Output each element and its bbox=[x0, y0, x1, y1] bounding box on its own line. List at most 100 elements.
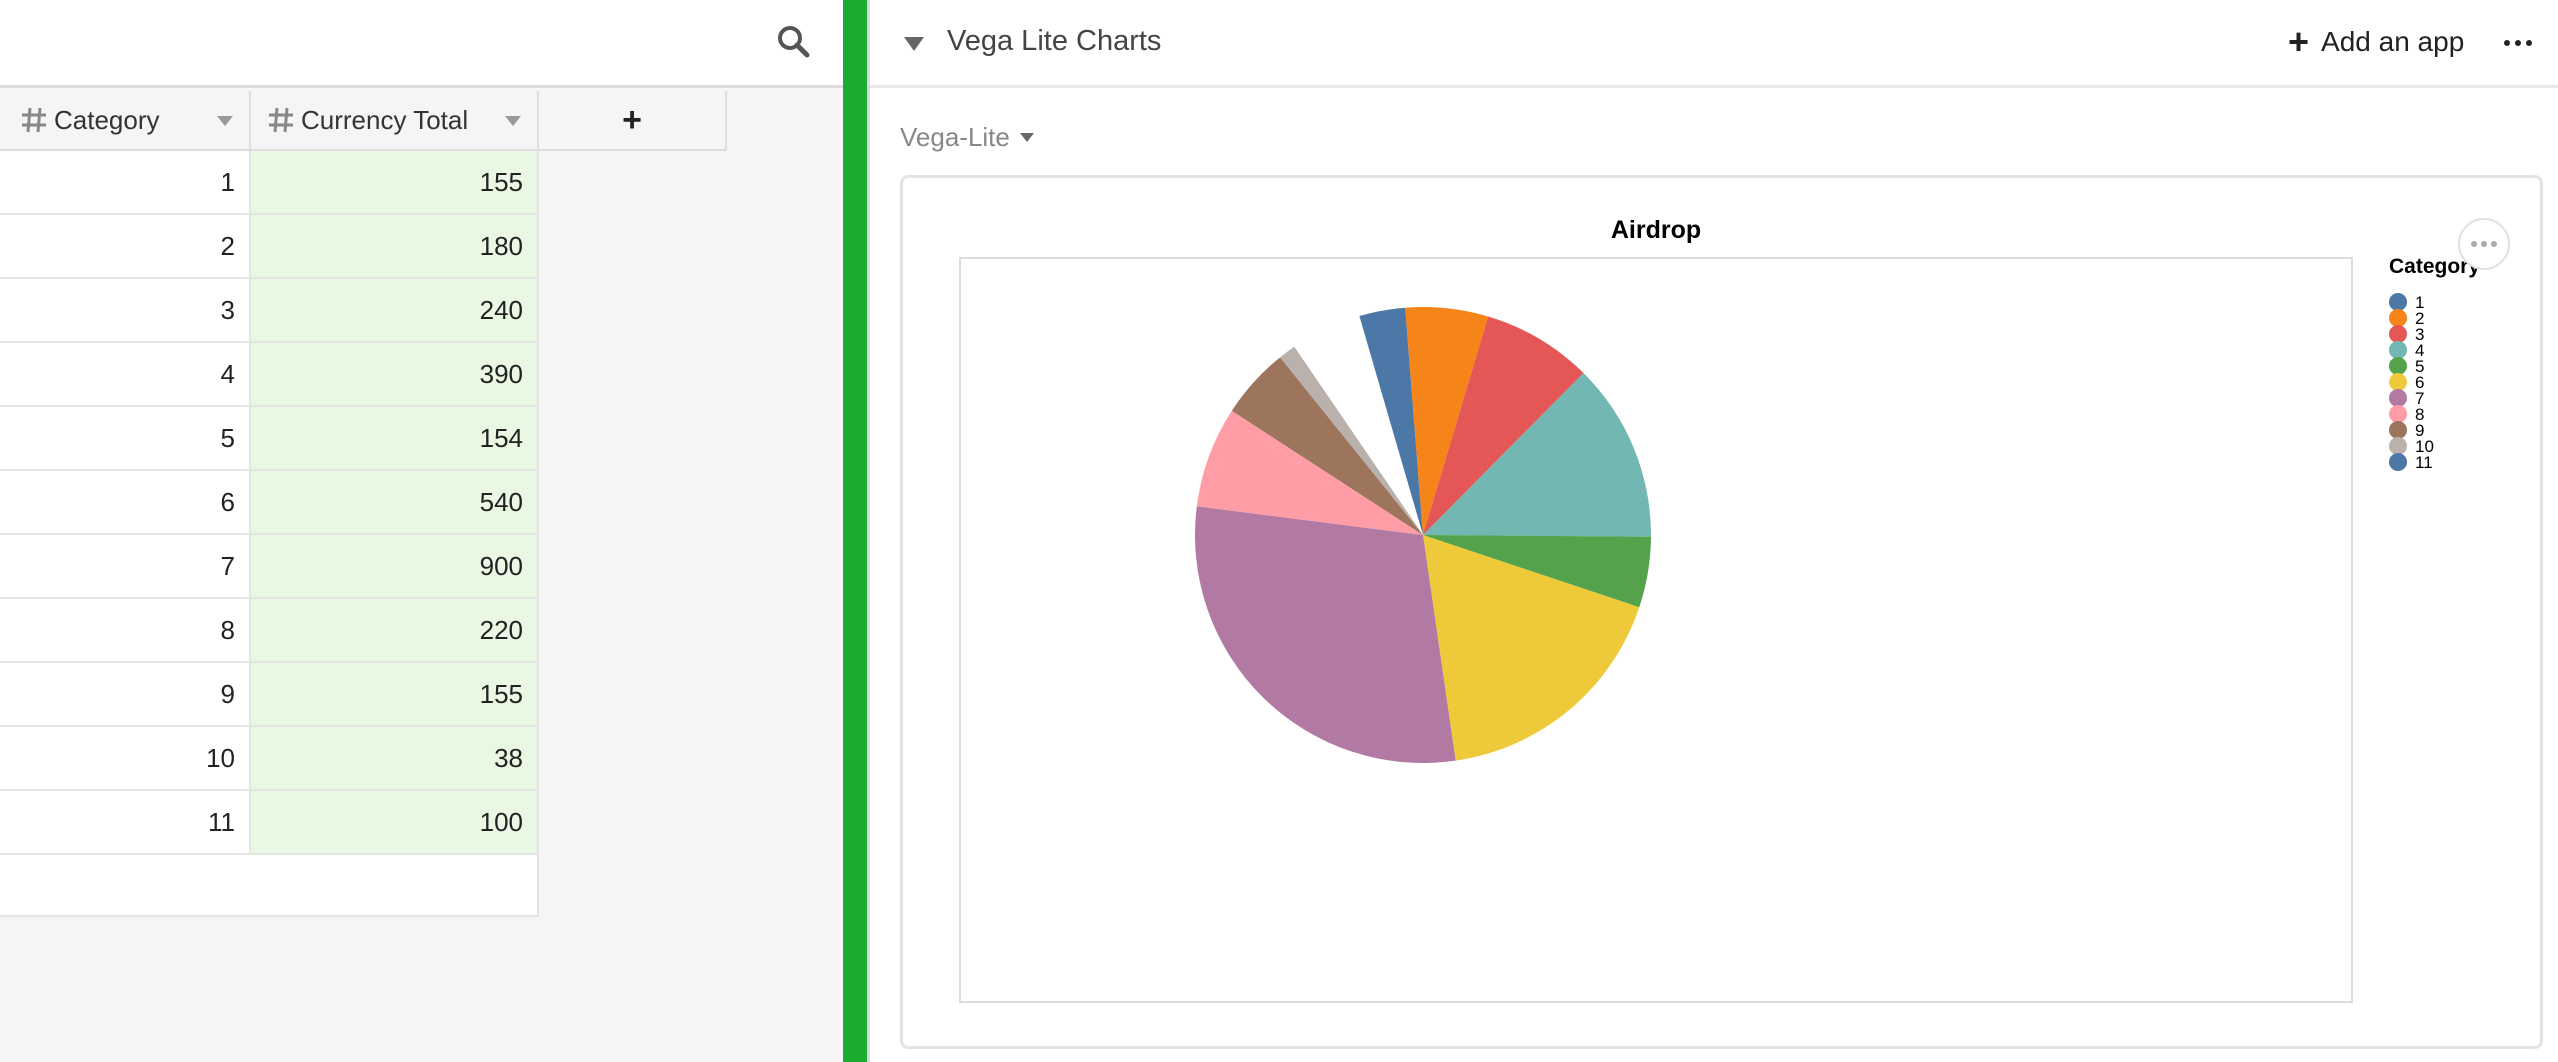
hash-icon bbox=[14, 106, 54, 134]
app-type-label: Vega-Lite bbox=[900, 122, 1010, 152]
cell-currency-total[interactable]: 900 bbox=[251, 535, 539, 597]
legend-label: 5 bbox=[2415, 357, 2424, 376]
legend-swatch bbox=[2389, 325, 2407, 343]
cell-currency-total[interactable]: 240 bbox=[251, 279, 539, 341]
cell-currency-total[interactable]: 220 bbox=[251, 599, 539, 661]
grid-toolbar bbox=[0, 0, 843, 88]
pie-slice-8 bbox=[1196, 410, 1423, 535]
pane-resize-handle[interactable] bbox=[843, 0, 867, 1062]
legend-label: 8 bbox=[2415, 405, 2424, 424]
legend-swatch bbox=[2389, 453, 2407, 471]
add-field-button[interactable]: + bbox=[539, 91, 727, 149]
add-row-area[interactable] bbox=[0, 855, 539, 917]
pie-slice-5 bbox=[1423, 535, 1651, 608]
table-row[interactable]: 9 155 bbox=[0, 663, 539, 727]
pie-slice-10 bbox=[1280, 346, 1423, 535]
legend-swatch bbox=[2389, 373, 2407, 391]
legend-swatch bbox=[2389, 421, 2407, 439]
legend-label: 4 bbox=[2415, 341, 2424, 360]
dot-icon bbox=[2471, 241, 2477, 247]
cell-category[interactable]: 7 bbox=[0, 535, 251, 597]
legend-label: 9 bbox=[2415, 421, 2424, 440]
table-row[interactable]: 4 390 bbox=[0, 343, 539, 407]
table-row[interactable]: 3 240 bbox=[0, 279, 539, 343]
add-app-label: Add an app bbox=[2321, 26, 2465, 57]
cell-currency-total[interactable]: 155 bbox=[251, 151, 539, 213]
grid-pane: Category Currency Total + 1 155 2 180 3 240 4 3… bbox=[0, 0, 843, 1062]
legend-swatch bbox=[2389, 293, 2407, 311]
chart-plot-frame bbox=[959, 257, 2353, 1003]
app-type-selector[interactable]: Vega-Lite bbox=[900, 122, 1034, 153]
cell-currency-total[interactable]: 38 bbox=[251, 727, 539, 789]
table-row[interactable]: 1 155 bbox=[0, 151, 539, 215]
cell-currency-total[interactable]: 154 bbox=[251, 407, 539, 469]
cell-category[interactable]: 3 bbox=[0, 279, 251, 341]
grid-rows: 1 155 2 180 3 240 4 390 5 154 6 540 7 900 8 220 9 155 10 38… bbox=[0, 151, 539, 855]
app-panel: Vega Lite Charts + Add an app Vega-Lite … bbox=[870, 0, 2558, 1062]
legend-swatch bbox=[2389, 405, 2407, 423]
search-button[interactable] bbox=[772, 20, 816, 64]
cell-category[interactable]: 2 bbox=[0, 215, 251, 277]
legend-label: 6 bbox=[2415, 373, 2424, 392]
chevron-down-icon bbox=[1019, 133, 1034, 142]
add-app-button[interactable]: + Add an app bbox=[2288, 22, 2464, 62]
cell-category[interactable]: 6 bbox=[0, 471, 251, 533]
legend-title: Category bbox=[2389, 255, 2480, 278]
column-header-category[interactable]: Category bbox=[0, 91, 251, 149]
hash-icon bbox=[261, 106, 301, 134]
table-row[interactable]: 2 180 bbox=[0, 215, 539, 279]
column-header-label: Currency Total bbox=[301, 104, 469, 135]
legend-swatch bbox=[2389, 389, 2407, 407]
legend-label: 1 bbox=[2415, 293, 2424, 312]
cell-category[interactable]: 8 bbox=[0, 599, 251, 661]
dot-icon bbox=[2526, 40, 2532, 46]
pie-slice-11 bbox=[1359, 307, 1423, 535]
dot-icon bbox=[2504, 40, 2510, 46]
legend-label: 2 bbox=[2415, 309, 2424, 328]
pane-divider-edge bbox=[867, 0, 870, 1062]
search-icon bbox=[778, 26, 810, 58]
table-row[interactable]: 11 100 bbox=[0, 791, 539, 855]
cell-category[interactable]: 10 bbox=[0, 727, 251, 789]
pie-slice-2 bbox=[1405, 307, 1489, 535]
cell-category[interactable]: 4 bbox=[0, 343, 251, 405]
chevron-down-icon[interactable] bbox=[217, 116, 233, 126]
pie-slice-7 bbox=[1195, 506, 1456, 763]
column-header-label: Category bbox=[54, 104, 160, 135]
cell-currency-total[interactable]: 540 bbox=[251, 471, 539, 533]
chart-card: Airdrop Category 1 2 3 4 5 6 7 8 9 10 11 bbox=[900, 175, 2543, 1049]
cell-category[interactable]: 11 bbox=[0, 791, 251, 853]
legend-swatch bbox=[2389, 437, 2407, 455]
chart-title: Airdrop bbox=[1611, 216, 1701, 244]
dot-icon bbox=[2491, 241, 2497, 247]
dot-icon bbox=[2481, 241, 2487, 247]
collapse-toggle-icon[interactable] bbox=[904, 37, 924, 51]
legend-label: 7 bbox=[2415, 389, 2424, 408]
chevron-down-icon[interactable] bbox=[505, 116, 521, 126]
cell-currency-total[interactable]: 100 bbox=[251, 791, 539, 853]
pie-slice-9 bbox=[1231, 357, 1423, 535]
table-row[interactable]: 8 220 bbox=[0, 599, 539, 663]
legend-label: 3 bbox=[2415, 325, 2424, 344]
legend-label: 11 bbox=[2415, 453, 2433, 472]
table-row[interactable]: 7 900 bbox=[0, 535, 539, 599]
chart-actions-button[interactable] bbox=[2458, 218, 2510, 270]
cell-category[interactable]: 9 bbox=[0, 663, 251, 725]
table-row[interactable]: 10 38 bbox=[0, 727, 539, 791]
dot-icon bbox=[2515, 40, 2521, 46]
table-row[interactable]: 6 540 bbox=[0, 471, 539, 535]
app-panel-header: Vega Lite Charts + Add an app bbox=[870, 0, 2558, 88]
cell-category[interactable]: 5 bbox=[0, 407, 251, 469]
pie-slice-3 bbox=[1423, 316, 1584, 535]
legend-label: 10 bbox=[2415, 437, 2434, 456]
pie-slice-4 bbox=[1423, 373, 1651, 537]
cell-currency-total[interactable]: 180 bbox=[251, 215, 539, 277]
more-options-button[interactable] bbox=[2498, 26, 2538, 60]
table-row[interactable]: 5 154 bbox=[0, 407, 539, 471]
legend-swatch bbox=[2389, 341, 2407, 359]
cell-category[interactable]: 1 bbox=[0, 151, 251, 213]
cell-currency-total[interactable]: 390 bbox=[251, 343, 539, 405]
cell-currency-total[interactable]: 155 bbox=[251, 663, 539, 725]
column-header-currency-total[interactable]: Currency Total bbox=[251, 91, 539, 149]
